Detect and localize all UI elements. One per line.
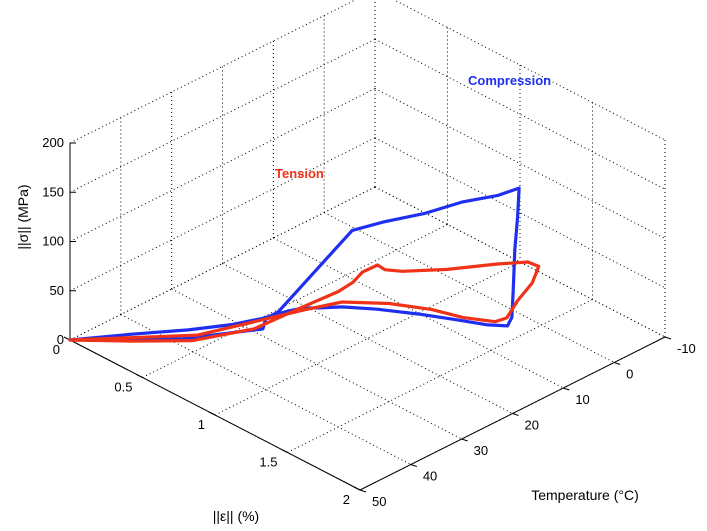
y-tick-label: 40 bbox=[423, 469, 437, 484]
series-tension bbox=[68, 260, 541, 343]
tension-label: Tension bbox=[275, 166, 324, 181]
z-tick-label: 200 bbox=[42, 135, 64, 150]
x-axis-label: ||ε|| (%) bbox=[213, 508, 259, 524]
y-tick bbox=[359, 489, 367, 493]
wall2-grid-z bbox=[374, 88, 666, 239]
floor-grid-y bbox=[273, 237, 564, 389]
z-tick-label: 100 bbox=[42, 234, 64, 249]
series-layer bbox=[68, 186, 541, 343]
x-tick-label: 1.5 bbox=[259, 455, 277, 470]
wall-grid-z bbox=[69, 38, 376, 193]
y-tick-label: 30 bbox=[474, 443, 488, 458]
z-axis-label: ||σ|| (MPa) bbox=[15, 184, 31, 249]
wall-grid-z bbox=[69, 0, 357, 144]
y-tick bbox=[563, 387, 570, 391]
y-tick-label: 20 bbox=[525, 418, 539, 433]
floor-grid-y bbox=[120, 314, 412, 465]
floor-grid-x bbox=[214, 261, 521, 416]
x-tick bbox=[281, 449, 288, 453]
wall-grid-z bbox=[69, 186, 376, 341]
y-axis-label: Temperature (°C) bbox=[531, 487, 639, 503]
compression-label: Compression bbox=[468, 73, 551, 88]
floor-grid-y bbox=[171, 288, 462, 440]
y-tick bbox=[512, 413, 519, 416]
wall2-grid-z bbox=[393, 0, 666, 141]
floor-grid-x bbox=[142, 224, 448, 378]
y-tick-label: 0 bbox=[626, 367, 633, 382]
y-tick-label: 50 bbox=[372, 494, 386, 509]
wall2-grid-z bbox=[374, 186, 666, 338]
wall-grid-z bbox=[69, 137, 376, 292]
x-tick-label: 2 bbox=[343, 492, 350, 507]
label-layer: 0 0.5 1 1.5 2 -10 0 10 20 30 40 50 0 50 100 150 200 bbox=[42, 135, 696, 509]
z-tick-label: 0 bbox=[57, 332, 64, 347]
x-tick bbox=[353, 486, 361, 491]
x-tick-label: 0.5 bbox=[114, 380, 132, 395]
z-tick-label: 50 bbox=[50, 283, 64, 298]
x-tick bbox=[136, 374, 143, 378]
axis-layer bbox=[63, 142, 672, 493]
x-tick-label: 1 bbox=[198, 417, 205, 432]
floor-grid-y bbox=[323, 212, 615, 363]
y-tick-label: -10 bbox=[677, 341, 696, 356]
y-tick bbox=[410, 464, 417, 467]
x-tick-label: 0 bbox=[53, 342, 60, 357]
wall2-grid-z bbox=[374, 137, 666, 289]
floor-grid-y bbox=[222, 263, 513, 414]
x-tick bbox=[208, 411, 216, 416]
y-tick-label: 10 bbox=[575, 392, 589, 407]
wall-grid-z bbox=[69, 88, 376, 242]
wall2-grid-z bbox=[374, 38, 666, 190]
z-tick-label: 150 bbox=[42, 184, 64, 199]
grid-layer bbox=[69, 0, 666, 491]
y-tick bbox=[664, 336, 672, 340]
y-tick bbox=[461, 438, 468, 442]
series-compression bbox=[68, 186, 521, 342]
y-tick bbox=[614, 362, 621, 365]
